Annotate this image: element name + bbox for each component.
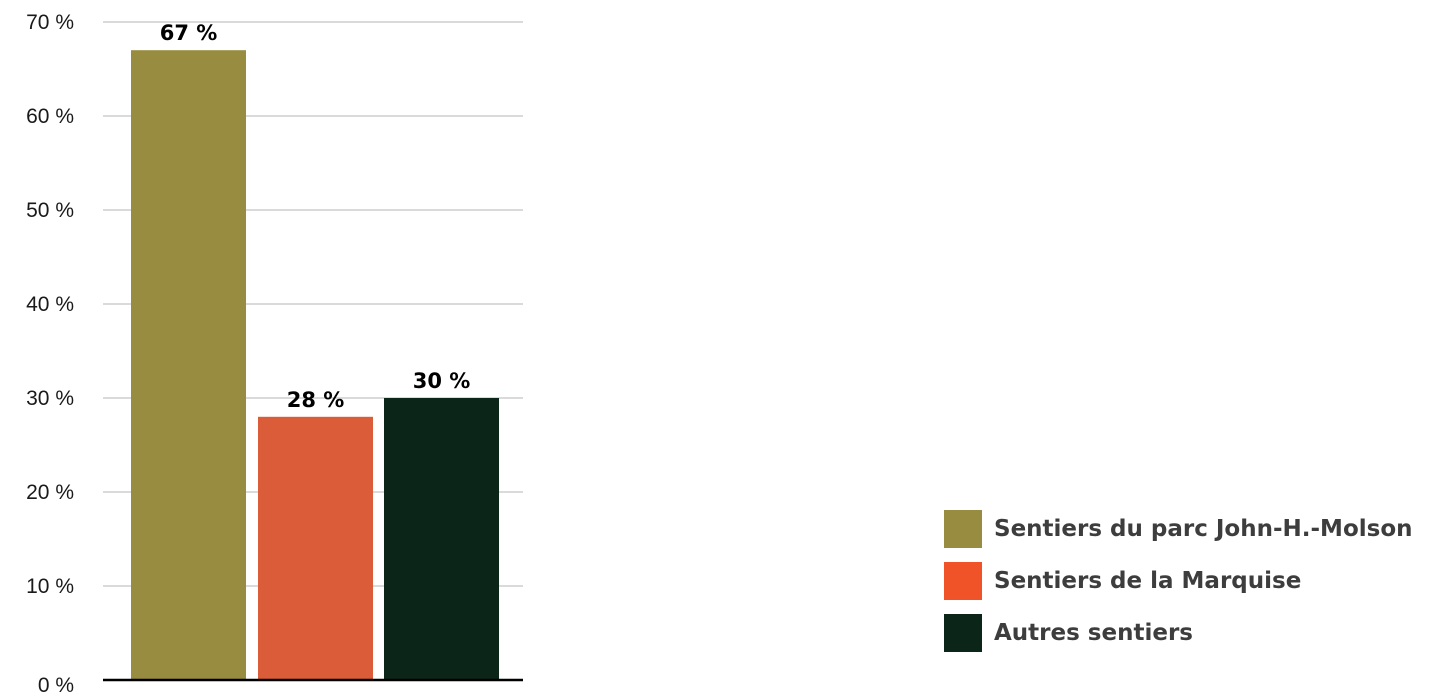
legend-label-marquise: Sentiers de la Marquise bbox=[994, 568, 1302, 594]
y-tick-label: 60 % bbox=[26, 105, 74, 128]
legend-swatch-autres bbox=[944, 614, 982, 652]
data-labels: 67 % 28 % 30 % bbox=[160, 21, 471, 412]
y-tick-label: 40 % bbox=[26, 293, 74, 316]
legend-label-john-h-molson: Sentiers du parc John-H.-Molson bbox=[994, 516, 1413, 542]
bar bbox=[258, 416, 373, 680]
data-label: 30 % bbox=[413, 369, 471, 393]
legend-label-autres: Autres sentiers bbox=[994, 620, 1193, 646]
y-tick-label: 50 % bbox=[26, 199, 74, 222]
data-label: 67 % bbox=[160, 21, 218, 45]
bars bbox=[131, 50, 499, 680]
legend-swatch-john-h-molson bbox=[944, 510, 982, 548]
data-label: 28 % bbox=[287, 388, 345, 412]
bar bbox=[131, 50, 246, 680]
legend-item-marquise: Sentiers de la Marquise bbox=[944, 562, 1452, 600]
y-tick-label: 70 % bbox=[26, 11, 74, 34]
y-tick-label: 0 % bbox=[38, 674, 74, 692]
legend-swatch-marquise bbox=[944, 562, 982, 600]
legend: Sentiers du parc John-H.-Molson Sentiers… bbox=[944, 510, 1452, 666]
y-tick-label: 30 % bbox=[26, 387, 74, 410]
bar-chart: 0 % 10 % 20 % 30 % 40 % 50 % 60 % 70 % 67 % 28 %… bbox=[26, 11, 523, 692]
y-tick-label: 10 % bbox=[26, 575, 74, 598]
bar bbox=[384, 398, 499, 680]
y-tick-label: 20 % bbox=[26, 481, 74, 504]
legend-item-autres: Autres sentiers bbox=[944, 614, 1452, 652]
legend-item-john-h-molson: Sentiers du parc John-H.-Molson bbox=[944, 510, 1452, 548]
y-axis-ticks: 0 % 10 % 20 % 30 % 40 % 50 % 60 % 70 % bbox=[26, 11, 74, 692]
